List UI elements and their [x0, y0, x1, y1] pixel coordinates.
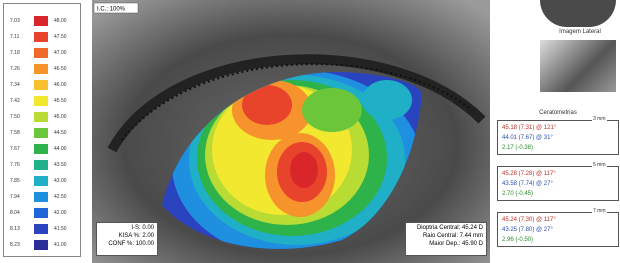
legend-row: 7.42 45.50	[4, 94, 80, 108]
zone-line: 2.70 (-0.45)	[502, 189, 614, 199]
diopter-value: 43.00	[54, 178, 67, 184]
zone-line: 45.28 (7.28) @ 117°	[502, 169, 614, 179]
color-swatch	[34, 144, 48, 154]
diopter-value: 45.00	[54, 114, 67, 120]
radius-value: 7.94	[10, 194, 20, 200]
radius-value: 7.85	[10, 178, 20, 184]
radius-value: 7.03	[10, 18, 20, 24]
legend-row: 7.34 46.00	[4, 78, 80, 92]
color-swatch	[34, 240, 48, 250]
zone-box: 45.18 (7.31) @ 121°44.01 (7.67) @ 31°2.1…	[497, 120, 619, 155]
index-line: KISA %: 2.00	[100, 232, 154, 240]
radius-value: 7.58	[10, 130, 20, 136]
legend-row: 7.03 48.00	[4, 14, 80, 28]
legend-row: 8.04 42.00	[4, 206, 80, 220]
zone-mm: 7 mm	[592, 208, 607, 214]
central-line: Raio Central: 7.44 mm	[409, 232, 483, 240]
diopter-value: 44.00	[54, 146, 67, 152]
legend-row: 7.26 46.50	[4, 62, 80, 76]
legend-row: 7.11 47.50	[4, 30, 80, 44]
radius-value: 7.34	[10, 82, 20, 88]
zone-line: 43.25 (7.80) @ 27°	[502, 225, 614, 235]
diopter-value: 42.00	[54, 210, 67, 216]
page: {"legend": {"rows": [ {"mm": "7.03", "di…	[0, 0, 620, 263]
diopter-value: 41.50	[54, 226, 67, 232]
radius-value: 8.04	[10, 210, 20, 216]
legend-row: 7.50 45.00	[4, 110, 80, 124]
diopter-value: 47.00	[54, 50, 67, 56]
color-swatch	[34, 224, 48, 234]
zone-line: 2.17 (-0.38)	[502, 143, 614, 153]
zone-box: 45.28 (7.28) @ 117°43.58 (7.74) @ 27°2.7…	[497, 166, 619, 201]
legend-row: 7.67 44.00	[4, 142, 80, 156]
color-swatch	[34, 80, 48, 90]
diopter-value: 46.50	[54, 66, 67, 72]
radius-value: 8.13	[10, 226, 20, 232]
radius-value: 7.26	[10, 66, 20, 72]
zone-line: 44.01 (7.67) @ 31°	[502, 133, 614, 143]
legend-row: 7.85 43.00	[4, 174, 80, 188]
color-swatch	[34, 192, 48, 202]
central-line: Maior Dep.: 45.90 D	[409, 240, 483, 248]
color-swatch	[34, 16, 48, 26]
legend-row: 7.94 42.50	[4, 190, 80, 204]
index-line: CONF %: 100.00	[100, 240, 154, 248]
color-swatch	[34, 208, 48, 218]
radius-value: 7.50	[10, 114, 20, 120]
diopter-value: 47.50	[54, 34, 67, 40]
zone-line: 45.18 (7.31) @ 121°	[502, 123, 614, 133]
diopter-value: 44.50	[54, 130, 67, 136]
diopter-value: 43.50	[54, 162, 67, 168]
diopter-value: 42.50	[54, 194, 67, 200]
legend-row: 7.58 44.50	[4, 126, 80, 140]
radius-value: 7.42	[10, 98, 20, 104]
index-line: I-S: 0.00	[100, 224, 154, 232]
ic-label: I.C.: 100%	[97, 7, 126, 13]
zone-box: 45.24 (7.30) @ 117°43.25 (7.80) @ 27°2.9…	[497, 212, 619, 247]
lateral-label: Imagem Lateral	[540, 29, 620, 35]
radius-value: 7.18	[10, 50, 20, 56]
radius-value: 8.23	[10, 242, 20, 248]
color-swatch	[34, 112, 48, 122]
lateral-thumbnail	[540, 40, 616, 92]
radius-value: 7.11	[10, 34, 19, 40]
radius-value: 7.76	[10, 162, 20, 168]
diopter-value: 41.00	[54, 242, 67, 248]
legend-row: 8.13 41.50	[4, 222, 80, 236]
diopter-value: 48.00	[54, 18, 67, 24]
central-line: Dioptria Central: 45.24 D	[409, 224, 483, 232]
color-swatch	[34, 64, 48, 74]
color-swatch	[34, 96, 48, 106]
zone-line: 2.96 (-0.50)	[502, 235, 614, 245]
radius-value: 7.67	[10, 146, 20, 152]
legend-row: 8.23 41.00	[4, 238, 80, 252]
legend-row: 7.76 43.50	[4, 158, 80, 172]
color-legend: 7.03 48.00 7.11 47.50 7.18 47.00 7.26 46.50 7.34…	[3, 3, 81, 257]
diopter-value: 46.00	[54, 82, 67, 88]
color-swatch	[34, 160, 48, 170]
zone-mm: 5 mm	[592, 162, 607, 168]
front-thumbnail	[540, 0, 616, 27]
zone-line: 43.58 (7.74) @ 27°	[502, 179, 614, 189]
diopter-value: 45.50	[54, 98, 67, 104]
color-swatch	[34, 32, 48, 42]
color-swatch	[34, 48, 48, 58]
zone-line: 45.24 (7.30) @ 117°	[502, 215, 614, 225]
color-swatch	[34, 176, 48, 186]
color-swatch	[34, 128, 48, 138]
legend-row: 7.18 47.00	[4, 46, 80, 60]
zone-mm: 3 mm	[592, 116, 607, 122]
